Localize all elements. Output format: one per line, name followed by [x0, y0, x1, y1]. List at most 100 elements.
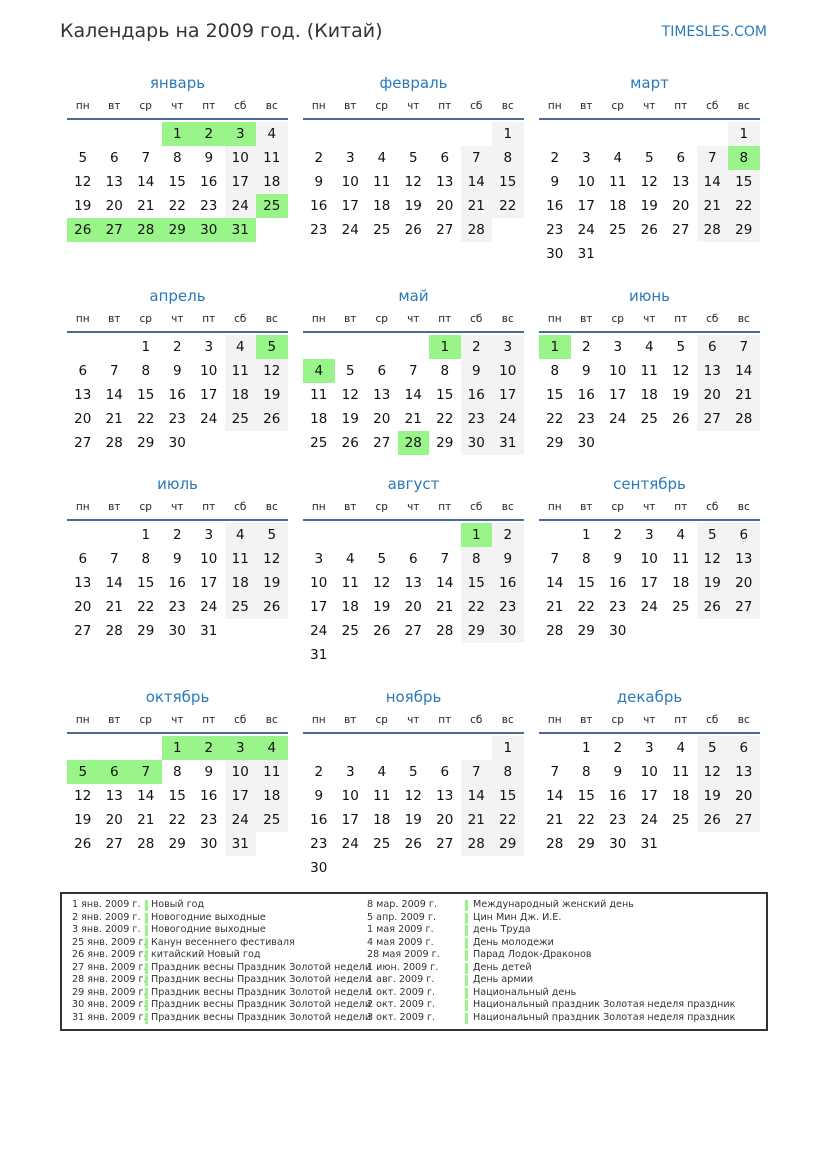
day-cell[interactable]: 26: [696, 595, 728, 619]
day-cell[interactable]: 5: [676, 339, 686, 355]
day-cell[interactable]: 5: [696, 523, 728, 547]
day-cell[interactable]: 11: [341, 575, 359, 591]
day-cell[interactable]: 25: [672, 599, 690, 615]
day-cell[interactable]: 18: [310, 411, 328, 427]
day-cell[interactable]: 5: [408, 150, 418, 166]
day-cell[interactable]: 17: [577, 198, 595, 214]
day-cell[interactable]: 3: [314, 551, 324, 567]
day-cell[interactable]: 13: [404, 575, 422, 591]
day-cell[interactable]: 19: [341, 411, 359, 427]
day-cell[interactable]: 22: [577, 599, 595, 615]
day-cell[interactable]: 23: [168, 411, 186, 427]
day-cell[interactable]: 12: [74, 174, 92, 190]
day-cell[interactable]: 22: [492, 808, 524, 832]
day-cell[interactable]: 27: [728, 808, 760, 832]
day-cell[interactable]: 20: [105, 198, 123, 214]
day-cell[interactable]: 14: [404, 387, 422, 403]
day-cell[interactable]: 21: [404, 411, 422, 427]
day-cell[interactable]: 26: [341, 435, 359, 451]
day-cell[interactable]: 28: [696, 218, 728, 242]
day-cell[interactable]: 25: [256, 808, 288, 832]
day-cell[interactable]: 17: [609, 387, 627, 403]
day-cell[interactable]: 22: [168, 198, 186, 214]
day-cell[interactable]: 6: [696, 335, 728, 359]
day-cell[interactable]: 23: [609, 812, 627, 828]
day-cell[interactable]: 14: [460, 784, 492, 808]
day-cell[interactable]: 21: [137, 812, 155, 828]
day-cell[interactable]: 31: [200, 623, 218, 639]
day-cell[interactable]: 19: [672, 387, 690, 403]
day-cell[interactable]: 30: [193, 218, 225, 242]
day-cell[interactable]: 26: [404, 222, 422, 238]
day-cell[interactable]: 24: [640, 599, 658, 615]
day-cell[interactable]: 20: [696, 383, 728, 407]
day-cell[interactable]: 28: [397, 431, 429, 455]
day-cell[interactable]: 3: [644, 527, 654, 543]
day-cell[interactable]: 14: [546, 788, 564, 804]
day-cell[interactable]: 21: [696, 194, 728, 218]
day-cell[interactable]: 3: [492, 335, 524, 359]
day-cell[interactable]: 8: [550, 363, 560, 379]
day-cell[interactable]: 13: [436, 788, 454, 804]
day-cell[interactable]: 23: [168, 599, 186, 615]
day-cell[interactable]: 2: [613, 740, 623, 756]
day-cell[interactable]: 6: [377, 363, 387, 379]
day-cell[interactable]: 28: [436, 623, 454, 639]
day-cell[interactable]: 13: [672, 174, 690, 190]
day-cell[interactable]: 28: [137, 836, 155, 852]
day-cell[interactable]: 20: [672, 198, 690, 214]
day-cell[interactable]: 20: [74, 411, 92, 427]
day-cell[interactable]: 5: [67, 760, 99, 784]
day-cell[interactable]: 8: [141, 551, 151, 567]
day-cell[interactable]: 28: [460, 832, 492, 856]
day-cell[interactable]: 7: [130, 760, 162, 784]
day-cell[interactable]: 10: [200, 363, 218, 379]
day-cell[interactable]: 2: [581, 339, 591, 355]
day-cell[interactable]: 10: [492, 359, 524, 383]
day-cell[interactable]: 10: [224, 146, 256, 170]
day-cell[interactable]: 7: [440, 551, 450, 567]
day-cell[interactable]: 19: [696, 571, 728, 595]
day-cell[interactable]: 30: [168, 435, 186, 451]
day-cell[interactable]: 26: [640, 222, 658, 238]
day-cell[interactable]: 21: [546, 599, 564, 615]
day-cell[interactable]: 10: [640, 764, 658, 780]
day-cell[interactable]: 10: [224, 760, 256, 784]
day-cell[interactable]: 9: [460, 359, 492, 383]
day-cell[interactable]: 20: [728, 784, 760, 808]
day-cell[interactable]: 4: [676, 740, 686, 756]
day-cell[interactable]: 15: [728, 170, 760, 194]
day-cell[interactable]: 27: [672, 222, 690, 238]
day-cell[interactable]: 1: [581, 740, 591, 756]
day-cell[interactable]: 22: [492, 194, 524, 218]
day-cell[interactable]: 29: [728, 218, 760, 242]
day-cell[interactable]: 26: [256, 595, 288, 619]
day-cell[interactable]: 10: [200, 551, 218, 567]
day-cell[interactable]: 12: [74, 788, 92, 804]
day-cell[interactable]: 22: [460, 595, 492, 619]
day-cell[interactable]: 19: [373, 599, 391, 615]
day-cell[interactable]: 10: [640, 551, 658, 567]
day-cell[interactable]: 14: [105, 387, 123, 403]
day-cell[interactable]: 4: [676, 527, 686, 543]
day-cell[interactable]: 6: [98, 760, 130, 784]
day-cell[interactable]: 24: [224, 194, 256, 218]
day-cell[interactable]: 1: [539, 335, 571, 359]
day-cell[interactable]: 15: [436, 387, 454, 403]
day-cell[interactable]: 4: [256, 736, 288, 760]
day-cell[interactable]: 31: [640, 836, 658, 852]
day-cell[interactable]: 16: [200, 174, 218, 190]
day-cell[interactable]: 9: [314, 174, 324, 190]
day-cell[interactable]: 28: [546, 836, 564, 852]
day-cell[interactable]: 1: [492, 122, 524, 146]
day-cell[interactable]: 22: [728, 194, 760, 218]
day-cell[interactable]: 23: [310, 836, 328, 852]
day-cell[interactable]: 17: [200, 387, 218, 403]
day-cell[interactable]: 29: [161, 218, 193, 242]
day-cell[interactable]: 8: [141, 363, 151, 379]
day-cell[interactable]: 6: [78, 363, 88, 379]
day-cell[interactable]: 18: [224, 571, 256, 595]
day-cell[interactable]: 18: [672, 788, 690, 804]
day-cell[interactable]: 15: [492, 170, 524, 194]
day-cell[interactable]: 3: [204, 527, 214, 543]
